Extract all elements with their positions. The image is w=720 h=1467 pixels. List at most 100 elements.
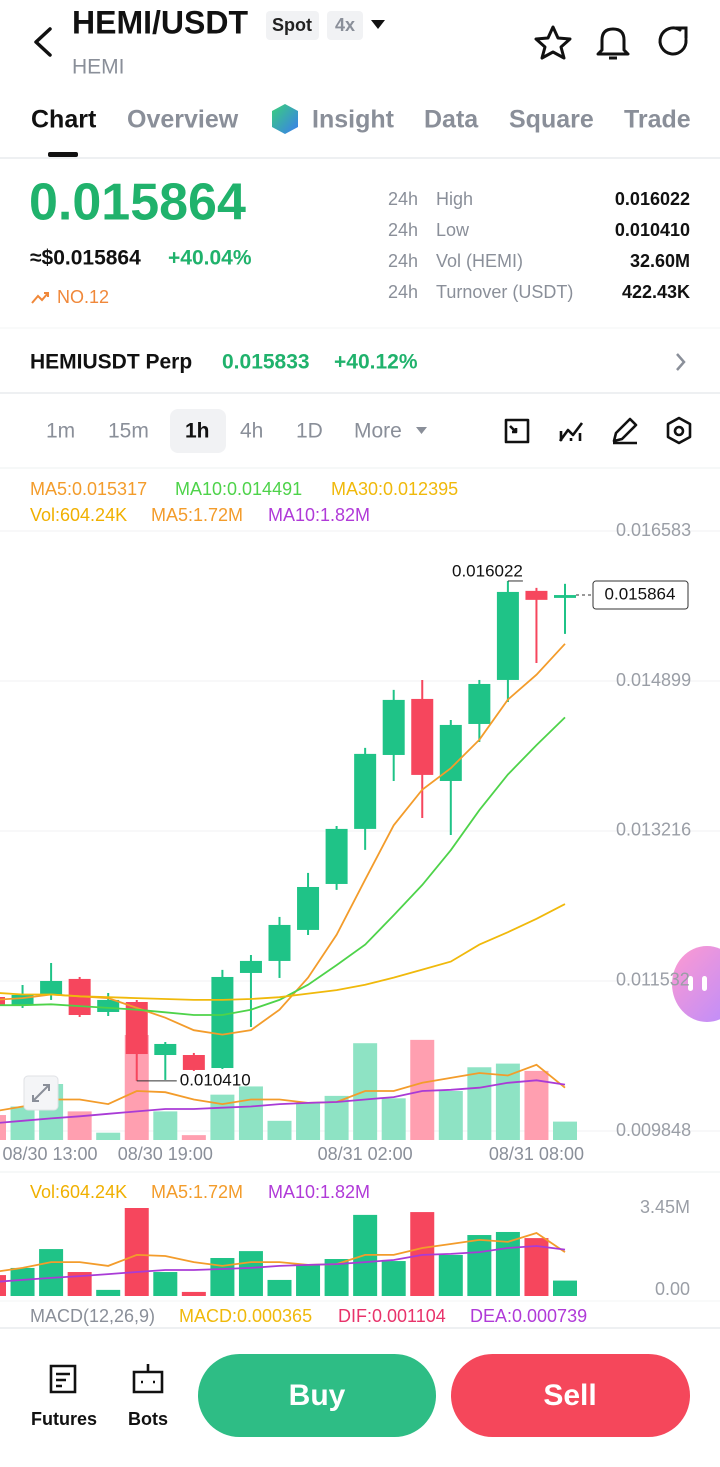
macd-legend: MACD(12,26,9) (30, 1306, 155, 1326)
x-tick-label: 08/31 08:00 (489, 1144, 584, 1164)
indicator-icon[interactable] (558, 422, 584, 442)
volume-bar (181, 1291, 206, 1296)
bell-icon[interactable] (596, 27, 630, 60)
chevron[interactable] (676, 353, 686, 371)
interval[interactable]: 4h (240, 420, 263, 443)
stat-value: 0.010410 (615, 220, 690, 240)
fab-glyph (688, 976, 693, 991)
tab[interactable]: Square (509, 106, 594, 134)
volume-bar (96, 1289, 121, 1296)
candle-body (125, 1002, 148, 1055)
fullscreen-icon[interactable] (504, 418, 530, 444)
sell-button[interactable] (451, 1354, 690, 1437)
volume-bar (553, 1280, 577, 1296)
stat-value: 32.60M (630, 251, 690, 271)
last-price-box (592, 580, 689, 610)
macd-legend: MACD:0.000365 (179, 1306, 312, 1326)
buy-label[interactable]: Buy (289, 1379, 346, 1412)
stat-label: Low (436, 220, 470, 240)
candle-body (496, 591, 519, 680)
interval[interactable]: 1h (185, 420, 210, 443)
volume-bar (238, 1251, 263, 1296)
volume-bar (39, 1249, 64, 1296)
vol-panel-legend: Vol:604.24K (30, 1182, 127, 1202)
candle-body (40, 980, 63, 995)
draw-icon[interactable] (612, 417, 638, 445)
vol-legend: MA10:1.82M (268, 505, 370, 525)
dropdown-icon[interactable] (371, 20, 385, 29)
stat-period: 24h (388, 220, 418, 240)
volume-bar-overlay (238, 1086, 263, 1140)
volume-bar-overlay (96, 1132, 121, 1140)
leverage-badge: 4x (335, 15, 355, 35)
trend-icon (31, 292, 49, 304)
vol-ma-line-overlay (0, 1079, 566, 1124)
star-icon[interactable] (534, 25, 572, 60)
interval[interactable]: 1D (296, 420, 323, 443)
vol-tick-label: 0.00 (655, 1279, 690, 1299)
vol-ma-line-overlay (0, 1063, 566, 1112)
vol-panel-legend: MA5:1.72M (151, 1182, 243, 1202)
high-marker-label: 0.016022 (452, 561, 523, 580)
candle-body (297, 886, 320, 930)
volume-bar-overlay (296, 1102, 321, 1140)
interval[interactable]: 15m (108, 420, 149, 443)
ma-line (0, 716, 566, 1016)
vol-legend: Vol:604.24K (30, 505, 127, 525)
last-price: 0.015864 (29, 174, 246, 232)
candle-body (382, 699, 405, 755)
interval[interactable]: 1m (46, 420, 75, 443)
more-dropdown-icon[interactable] (416, 427, 427, 434)
x-tick-label: 08/30 19:00 (118, 1144, 213, 1164)
rank: NO.12 (57, 287, 109, 307)
perp-name[interactable]: HEMIUSDT Perp (30, 351, 192, 374)
usd-price: ≈$0.015864 (30, 247, 141, 270)
tab[interactable]: Data (424, 106, 479, 134)
volume-bar (381, 1261, 406, 1296)
vol-tick-label: 3.45M (640, 1197, 690, 1217)
perp-change: +40.12% (334, 351, 418, 374)
market-badge: Spot (272, 15, 312, 35)
volume-bar (296, 1264, 321, 1296)
buy-button[interactable] (198, 1354, 436, 1437)
candle-body (182, 1055, 205, 1070)
badge-bg (327, 11, 363, 40)
bots-icon[interactable] (132, 1364, 164, 1394)
last-price-label: 0.015864 (605, 585, 676, 604)
candle-body (439, 724, 462, 781)
tab[interactable]: Trade (624, 106, 691, 134)
x-tick-label: 08/30 13:00 (2, 1144, 97, 1164)
candle-body (554, 595, 576, 598)
perp-price: 0.015833 (222, 351, 310, 374)
tab[interactable]: Overview (127, 106, 239, 134)
volume-bar (153, 1272, 178, 1296)
candle-body (325, 828, 348, 884)
futures-label[interactable]: Futures (31, 1409, 97, 1429)
candle-body (411, 698, 434, 775)
ma-legend: MA10:0.014491 (175, 479, 302, 499)
settings-icon[interactable] (666, 416, 692, 445)
back-button[interactable] (34, 27, 52, 57)
candle-body (97, 999, 120, 1012)
plot-area: 0.016022 0.010410 (0, 530, 720, 1140)
refresh-icon[interactable] (658, 26, 688, 56)
ma-line (0, 903, 566, 1001)
interval[interactable]: More (354, 420, 402, 443)
tab[interactable]: Chart (31, 106, 97, 134)
stat-value: 0.016022 (615, 189, 690, 209)
pair-title: HEMI/USDT (72, 4, 248, 40)
floating-button[interactable] (672, 946, 720, 1022)
futures-icon[interactable] (49, 1364, 77, 1394)
ma-legend: MA30:0.012395 (331, 479, 458, 499)
bots-label[interactable]: Bots (128, 1409, 168, 1429)
volume-bar-overlay (153, 1111, 178, 1140)
volume-bar (0, 1275, 6, 1296)
volume-bar-overlay (438, 1091, 463, 1140)
ai-icon (272, 104, 298, 134)
volume-bar-overlay (181, 1135, 206, 1140)
volume-bar-overlay (0, 1115, 6, 1140)
tab[interactable]: Insight (312, 106, 395, 134)
volume-bar-overlay (467, 1067, 492, 1140)
sell-label[interactable]: Sell (543, 1379, 596, 1412)
